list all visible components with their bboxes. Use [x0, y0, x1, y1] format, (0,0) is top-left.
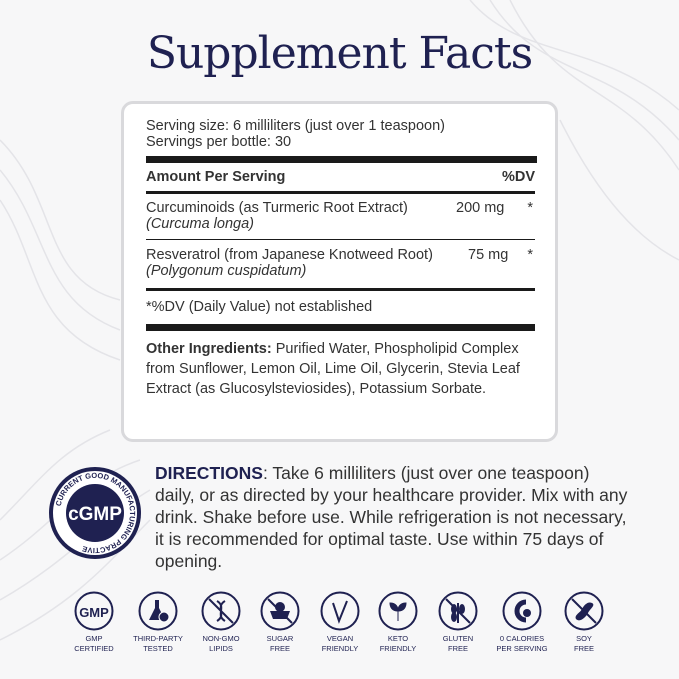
certification-label: FREE — [573, 644, 594, 653]
ingredient-row: Resveratrol (from Japanese Knotweed Root… — [146, 247, 535, 279]
certification-label: FREE — [447, 644, 468, 653]
serving-size: Serving size: 6 milliliters (just over 1… — [146, 118, 445, 134]
certification-item: KETO FRIENDLY — [358, 591, 438, 654]
directions-label: DIRECTIONS — [155, 463, 263, 483]
no-soy-icon — [564, 591, 604, 631]
certification-item: VEGAN FRIENDLY — [300, 591, 380, 654]
ingredient-latin: (Polygonum cuspidatum) — [146, 263, 307, 279]
footnote: *%DV (Daily Value) not established — [146, 299, 373, 315]
certification-label: THIRD-PARTY — [133, 634, 183, 643]
ingredient-dv: * — [527, 247, 533, 263]
cgmp-badge: CURRENT GOOD MANUFACTURING PRACTIVE cGMP — [49, 467, 141, 559]
directions-text: : Take 6 milliliters (just over one teas… — [155, 463, 628, 571]
certification-item: SUGAR FREE — [240, 591, 320, 654]
svg-text:GMP: GMP — [79, 605, 109, 620]
divider — [146, 239, 535, 240]
certification-label: NON-GMO — [202, 634, 240, 643]
keto-leaf-icon — [378, 591, 418, 631]
divider — [146, 288, 535, 291]
certification-label: GMP — [85, 634, 103, 643]
divider — [146, 191, 535, 194]
supplement-facts-panel: Serving size: 6 milliliters (just over 1… — [121, 101, 558, 442]
certification-label: CERTIFIED — [74, 644, 114, 653]
svg-text:cGMP: cGMP — [68, 504, 122, 525]
dv-header: %DV — [501, 169, 535, 185]
other-ingredients: Other Ingredients: Purified Water, Phosp… — [146, 339, 535, 399]
certification-item: GLUTEN FREE — [418, 591, 498, 654]
certification-label: SUGAR — [266, 634, 294, 643]
certification-label: VEGAN — [326, 634, 354, 643]
no-sugar-icon — [260, 591, 300, 631]
servings-per-bottle: Servings per bottle: 30 — [146, 134, 292, 150]
other-ingredients-text: Purified Water, Phospholipid Complex fro… — [146, 341, 520, 397]
certification-label: SOY — [576, 634, 592, 643]
gmp-icon: GMP — [74, 591, 114, 631]
certification-label: TESTED — [143, 644, 173, 653]
certification-label: FRIENDLY — [321, 644, 359, 653]
vegan-icon — [320, 591, 360, 631]
certification-label: PER SERVING — [496, 644, 548, 653]
ingredient-row: Curcuminoids (as Turmeric Root Extract) … — [146, 200, 535, 232]
divider — [146, 324, 535, 331]
directions: DIRECTIONS: Take 6 milliliters (just ove… — [155, 462, 630, 572]
certification-item: GMP GMP CERTIFIED — [54, 591, 134, 654]
zero-calorie-icon — [502, 591, 542, 631]
amount-header: Amount Per Serving — [146, 169, 286, 185]
no-dna-icon — [201, 591, 241, 631]
certification-item: NON-GMO LIPIDS — [181, 591, 261, 654]
ingredient-name: Curcuminoids (as Turmeric Root Extract) — [146, 200, 408, 216]
certification-item: SOY FREE — [544, 591, 624, 654]
ingredient-name: Resveratrol (from Japanese Knotweed Root… — [146, 247, 433, 263]
certification-label: FRIENDLY — [379, 644, 417, 653]
other-ingredients-label: Other Ingredients: — [146, 341, 272, 357]
certification-item: 0 CALORIES PER SERVING — [482, 591, 562, 654]
ingredient-latin: (Curcuma longa) — [146, 216, 254, 232]
page-title: Supplement Facts — [146, 28, 533, 79]
certification-label: GLUTEN — [442, 634, 474, 643]
ingredient-dv: * — [527, 200, 533, 216]
ingredient-amount: 75 mg — [468, 247, 509, 263]
certification-label: FREE — [269, 644, 290, 653]
certification-label: 0 CALORIES — [499, 634, 545, 643]
ingredient-amount: 200 mg — [456, 200, 505, 216]
certification-label: KETO — [387, 634, 409, 643]
divider — [146, 156, 537, 163]
certification-item: THIRD-PARTY TESTED — [118, 591, 198, 654]
certification-label: LIPIDS — [209, 644, 233, 653]
flask-check-icon — [138, 591, 178, 631]
no-gluten-icon — [438, 591, 478, 631]
